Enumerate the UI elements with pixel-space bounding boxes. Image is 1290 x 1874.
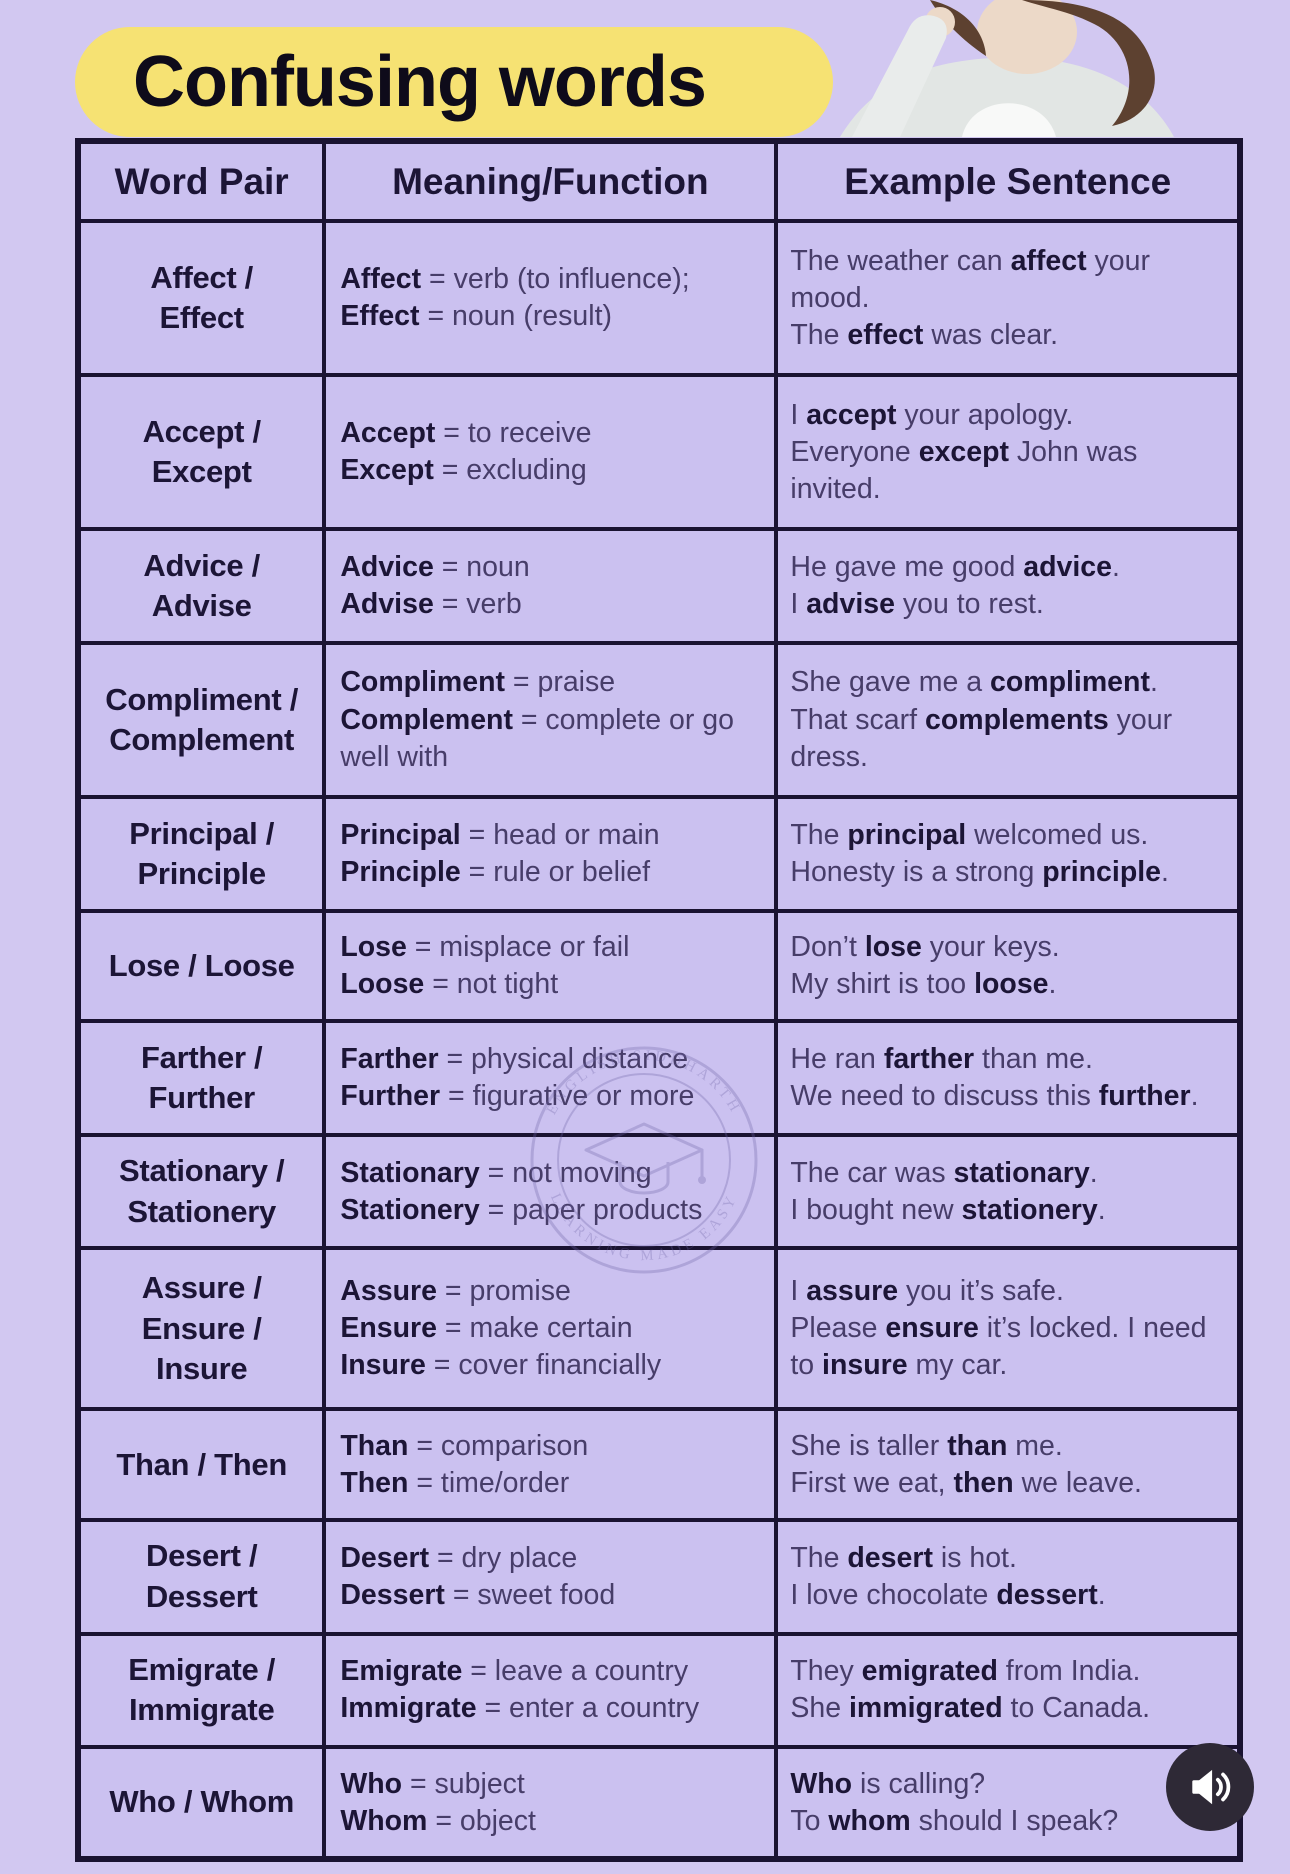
example-cell: He ran farther than me. We need to discus… (774, 1019, 1242, 1137)
table-row: Affect / Effect Affect = verb (to influen… (75, 218, 1242, 378)
meaning-cell: Than = comparison Then = time/order (322, 1407, 779, 1522)
speaker-icon (1192, 1769, 1231, 1805)
meaning-cell: Assure = promise Ensure = make certain Ins… (322, 1246, 779, 1412)
meaning-cell: Affect = verb (to influence); Effect = no… (322, 218, 779, 378)
example-cell: She is taller than me. First we eat, then… (774, 1407, 1242, 1522)
column-header-meaning: Meaning/Function (322, 139, 779, 223)
word-pair-cell: Stationary / Stationery (75, 1132, 327, 1251)
meaning-cell: Advice = noun Advise = verb (322, 527, 779, 645)
word-pair-cell: Principal / Principle (75, 795, 327, 913)
table-row: Compliment / Complement Compliment = prai… (75, 640, 1242, 800)
table-row: Stationary / Stationery Stationary = not … (75, 1132, 1242, 1251)
table-row: Farther / Further Farther = physical dist… (75, 1019, 1242, 1137)
audio-button[interactable] (1166, 1743, 1254, 1831)
meaning-cell: Stationary = not moving Stationery = pape… (322, 1132, 779, 1251)
word-pair-cell: Emigrate / Immigrate (75, 1631, 327, 1750)
table-row: Advice / Advise Advice = noun Advise = ver… (75, 527, 1242, 645)
word-pair-cell: Affect / Effect (75, 218, 327, 378)
example-cell: Who is calling? To whom should I speak? (774, 1745, 1242, 1861)
example-cell: She gave me a compliment. That scarf comp… (774, 640, 1242, 800)
example-cell: The weather can affect your mood. The eff… (774, 218, 1242, 378)
meaning-cell: Farther = physical distance Further = fig… (322, 1019, 779, 1137)
table-row: Desert / Dessert Desert = dry place Desser… (75, 1518, 1242, 1636)
word-pair-cell: Who / Whom (75, 1745, 327, 1861)
example-cell: Don’t lose your keys. My shirt is too loo… (774, 908, 1242, 1024)
header-row: Word Pair Meaning/Function Example Sente… (75, 139, 1242, 223)
column-header-word-pair: Word Pair (75, 139, 327, 223)
word-pair-cell: Advice / Advise (75, 527, 327, 645)
table-row: Assure / Ensure / Insure Assure = promise E… (75, 1246, 1242, 1412)
column-header-example: Example Sentence (774, 139, 1242, 223)
table-row: Than / Then Than = comparison Then = time… (75, 1407, 1242, 1522)
table-row: Lose / Loose Lose = misplace or fail Loos… (75, 908, 1242, 1024)
meaning-cell: Desert = dry place Dessert = sweet food (322, 1518, 779, 1636)
title-highlight-pill (75, 27, 833, 137)
meaning-cell: Accept = to receive Except = excluding (322, 373, 779, 532)
meaning-cell: Lose = misplace or fail Loose = not tight (322, 908, 779, 1024)
example-cell: He gave me good advice. I advise you to r… (774, 527, 1242, 645)
example-cell: The car was stationary. I bought new stat… (774, 1132, 1242, 1251)
table-body: Affect / Effect Affect = verb (to influen… (75, 218, 1242, 1861)
word-pair-cell: Assure / Ensure / Insure (75, 1246, 327, 1412)
example-cell: The desert is hot. I love chocolate desse… (774, 1518, 1242, 1636)
example-cell: The principal welcomed us. Honesty is a s… (774, 795, 1242, 913)
example-cell: I accept your apology. Everyone except Jo… (774, 373, 1242, 532)
table-row: Principal / Principle Principal = head or… (75, 795, 1242, 913)
page-title: Confusing words (133, 42, 707, 122)
word-pair-cell: Compliment / Complement (75, 640, 327, 800)
word-pair-cell: Accept / Except (75, 373, 327, 532)
presenter-photo (812, 0, 1195, 137)
word-pair-cell: Lose / Loose (75, 908, 327, 1024)
word-pair-cell: Than / Then (75, 1407, 327, 1522)
meaning-cell: Emigrate = leave a country Immigrate = en… (322, 1631, 779, 1750)
meaning-cell: Who = subject Whom = object (322, 1745, 779, 1861)
table-row: Who / Whom Who = subject Whom = object Wh… (75, 1745, 1242, 1861)
confusing-words-table: Word Pair Meaning/Function Example Sente… (75, 138, 1243, 1862)
meaning-cell: Principal = head or main Principle = rule… (322, 795, 779, 913)
example-cell: They emigrated from India. She immigrated… (774, 1631, 1242, 1750)
table-row: Accept / Except Accept = to receive Except… (75, 373, 1242, 532)
word-pair-cell: Desert / Dessert (75, 1518, 327, 1636)
table-row: Emigrate / Immigrate Emigrate = leave a c… (75, 1631, 1242, 1750)
example-cell: I assure you it’s safe. Please ensure it’… (774, 1246, 1242, 1412)
presenter-photo-art (840, 0, 1174, 137)
word-pair-cell: Farther / Further (75, 1019, 327, 1137)
meaning-cell: Compliment = praise Complement = complete… (322, 640, 779, 800)
